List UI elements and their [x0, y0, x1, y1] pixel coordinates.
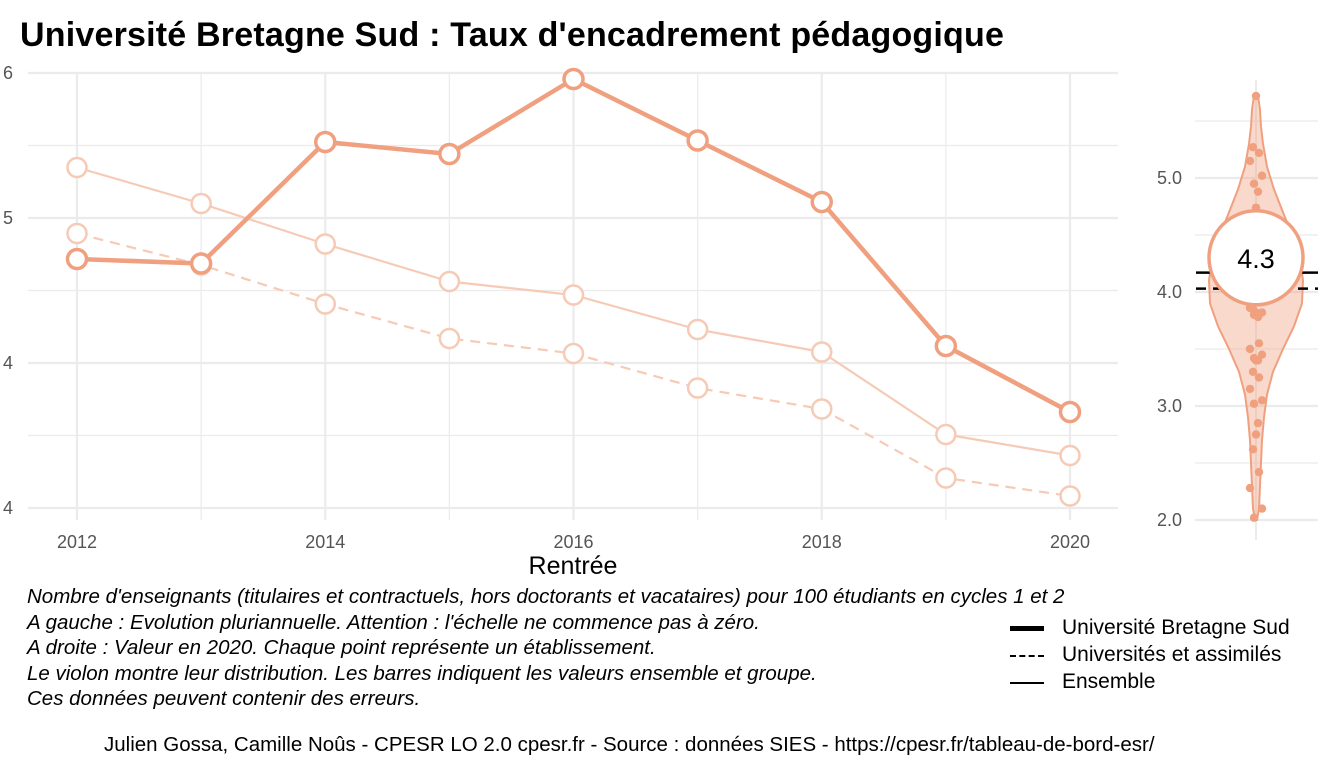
line-panel: 6 5 4 4 2012 2014 2016 2018 2020 Rentrée — [3, 63, 1118, 580]
series-point — [66, 222, 88, 245]
violin-point — [1249, 513, 1259, 522]
violin-point — [1251, 430, 1261, 439]
series-point — [935, 423, 957, 446]
series-point — [1059, 485, 1081, 507]
series-point — [934, 334, 958, 358]
caption-line: Ces données peuvent contenir des erreurs… — [27, 687, 421, 710]
series-point — [686, 318, 709, 341]
y-tick-label: 4 — [3, 498, 13, 518]
legend-swatch-solid-thick — [1010, 626, 1044, 631]
violin-point — [1254, 373, 1264, 382]
series-point — [935, 467, 957, 489]
violin-point — [1254, 339, 1264, 348]
violin-point — [1257, 171, 1267, 180]
violin-point — [1245, 483, 1255, 493]
violin-point — [1248, 304, 1258, 314]
series-point — [438, 270, 461, 293]
legend-label: Universités et assimilés — [1062, 643, 1282, 666]
series-point — [438, 327, 461, 350]
caption-line: A droite : Valeur en 2020. Chaque point … — [27, 636, 656, 659]
violin-point — [1248, 367, 1258, 376]
violin-point — [1245, 156, 1255, 166]
legend-swatch-dashed — [1010, 655, 1044, 657]
series-point — [314, 130, 337, 154]
legend-label: Ensemble — [1062, 670, 1156, 693]
series-point — [1058, 400, 1082, 424]
value-bubble — [1207, 209, 1305, 307]
y-tick-label: 4.0 — [1157, 282, 1182, 302]
violin-point — [1251, 356, 1261, 365]
y-tick-label: 5 — [3, 208, 13, 228]
legend-swatch-solid-thin — [1010, 682, 1044, 684]
violin-point — [1257, 396, 1267, 405]
series-point — [66, 156, 88, 179]
caption-line: A gauche : Evolution pluriannuelle. Atte… — [27, 610, 760, 634]
series-point — [811, 398, 833, 420]
series-point — [1059, 444, 1081, 467]
violin-point — [1249, 399, 1259, 408]
y-tick-label: 4 — [3, 353, 13, 373]
y-tick-label: 3.0 — [1157, 396, 1182, 416]
caption: Nombre d'enseignants (titulaires et cont… — [27, 584, 1064, 712]
series-point — [562, 342, 585, 365]
x-tick-label: 2018 — [802, 532, 842, 552]
legend-label: Université Bretagne Sud — [1062, 616, 1290, 639]
y-tick-label: 5.0 — [1157, 168, 1182, 188]
series-point — [190, 192, 212, 215]
series-point — [686, 377, 709, 399]
series-point — [686, 129, 709, 152]
violin-point — [1249, 179, 1259, 188]
violin-point — [1254, 467, 1264, 477]
series-point — [811, 341, 833, 363]
violin-point — [1248, 445, 1258, 454]
x-tick-label: 2012 — [57, 532, 97, 552]
violin-point — [1245, 344, 1255, 354]
violin-point — [1251, 91, 1261, 101]
violin-point — [1254, 148, 1264, 158]
x-tick-label: 2014 — [305, 532, 345, 552]
series-point — [810, 190, 833, 214]
caption-line: Le violon montre leur distribution. Les … — [27, 661, 817, 685]
violin-point — [1248, 143, 1258, 152]
caption-line: Nombre d'enseignants (titulaires et cont… — [27, 585, 1065, 608]
series-point — [189, 252, 213, 275]
y-tick-label: 2.0 — [1157, 510, 1182, 530]
series-point — [562, 67, 585, 91]
series-point — [438, 142, 461, 166]
violin-point — [1253, 187, 1263, 196]
series-point — [65, 247, 89, 271]
value-bubble-label: 4.3 — [1237, 244, 1275, 274]
x-tick-label: 2020 — [1050, 532, 1090, 552]
y-tick-label: 6 — [3, 63, 13, 83]
violin-point — [1257, 504, 1267, 513]
series-point — [314, 233, 336, 255]
chart-title: Université Bretagne Sud : Taux d'encadre… — [20, 16, 1005, 54]
x-axis-label: Rentrée — [529, 552, 618, 580]
series-point — [562, 284, 585, 306]
footer-credits: Julien Gossa, Camille Noûs - CPESR LO 2.… — [104, 733, 1155, 756]
violin-panel: 2.0 3.0 4.0 5.0 4.3 — [1157, 80, 1318, 540]
violin-point — [1253, 418, 1263, 428]
x-tick-label: 2016 — [553, 532, 593, 552]
series-point — [314, 293, 336, 315]
violin-point — [1245, 384, 1255, 394]
